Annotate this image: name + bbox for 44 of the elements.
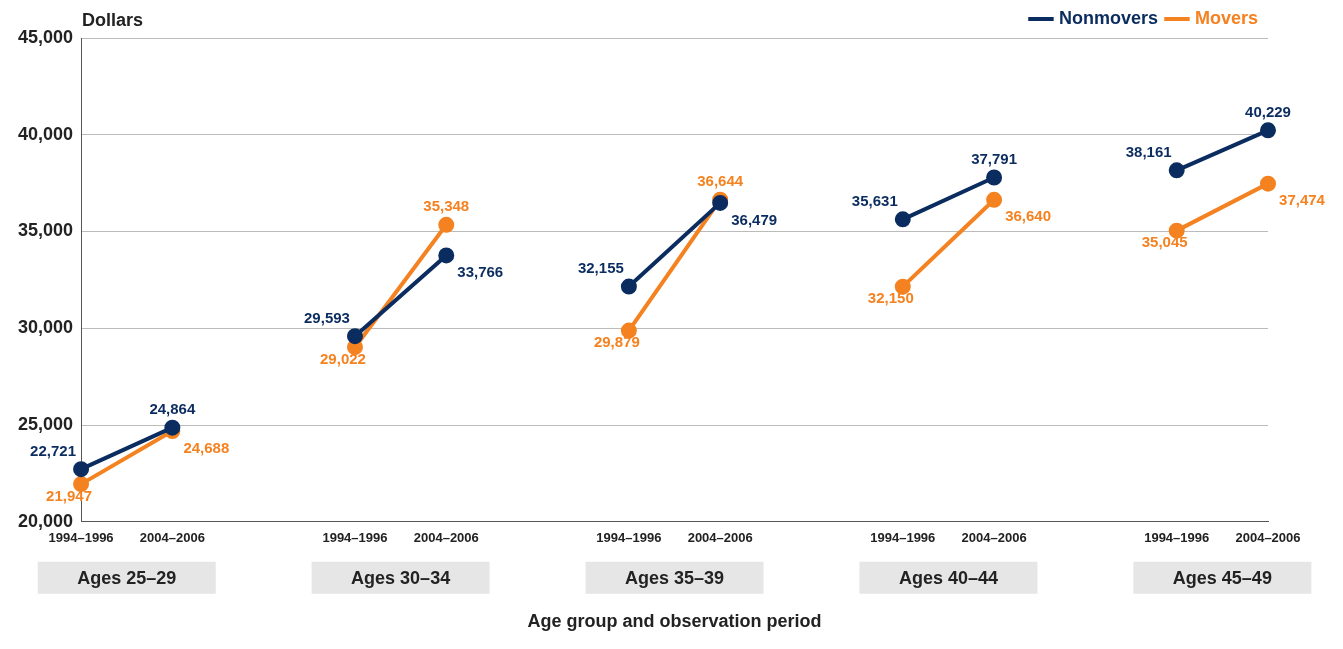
data-label: 24,688: [183, 438, 230, 456]
legend-label: Nonmovers: [1058, 7, 1158, 28]
data-label: 37,791: [971, 150, 1018, 168]
data-label: 36,479: [731, 210, 778, 228]
data-label: 29,879: [593, 333, 640, 351]
data-label: 35,631: [851, 191, 898, 209]
text: Ages 35–39: [624, 567, 725, 588]
x-tick-label: 1994–1996: [322, 530, 388, 546]
x-tick-label: 1994–1996: [1144, 530, 1210, 546]
y-tick-label: 30,000: [17, 317, 74, 338]
data-label: 32,150: [867, 289, 914, 307]
x-tick-label: 2004–2006: [139, 530, 205, 546]
x-tick-label: 1994–1996: [48, 530, 114, 546]
data-label: 33,766: [457, 263, 504, 281]
x-axis-title: Age group and observation period: [527, 611, 822, 632]
text: Ages 40–44: [898, 567, 998, 588]
legend-label: Movers: [1194, 7, 1258, 28]
y-tick-label: 45,000: [17, 26, 74, 47]
data-label: 35,045: [1141, 233, 1188, 251]
y-axis-title: Dollars: [82, 9, 144, 30]
data-label: 35,348: [423, 197, 470, 215]
x-tick-label: 2004–2006: [1235, 530, 1301, 546]
y-tick-label: 20,000: [17, 510, 74, 531]
data-label: 29,022: [320, 349, 366, 367]
data-label: 38,161: [1125, 142, 1172, 160]
x-tick-label: 2004–2006: [413, 530, 479, 546]
y-tick-label: 25,000: [17, 414, 74, 435]
y-tick-label: 40,000: [17, 123, 74, 144]
x-tick-label: 1994–1996: [870, 530, 936, 546]
data-label: 32,155: [577, 259, 624, 277]
text: Ages 45–49: [1172, 567, 1272, 588]
data-label: 36,640: [1005, 207, 1052, 225]
data-label: 24,864: [149, 400, 196, 418]
data-label: 29,593: [304, 308, 350, 326]
text: Ages 30–34: [351, 567, 451, 588]
y-tick-label: 35,000: [17, 220, 74, 241]
data-label: 40,229: [1245, 102, 1291, 120]
x-tick-label: 2004–2006: [961, 530, 1027, 546]
data-label: 37,474: [1279, 191, 1326, 209]
text: Ages 25–29: [77, 567, 177, 588]
data-label: 36,644: [697, 172, 744, 190]
x-tick-label: 1994–1996: [596, 530, 662, 546]
data-label: 22,721: [30, 441, 76, 459]
x-tick-label: 2004–2006: [687, 530, 753, 546]
